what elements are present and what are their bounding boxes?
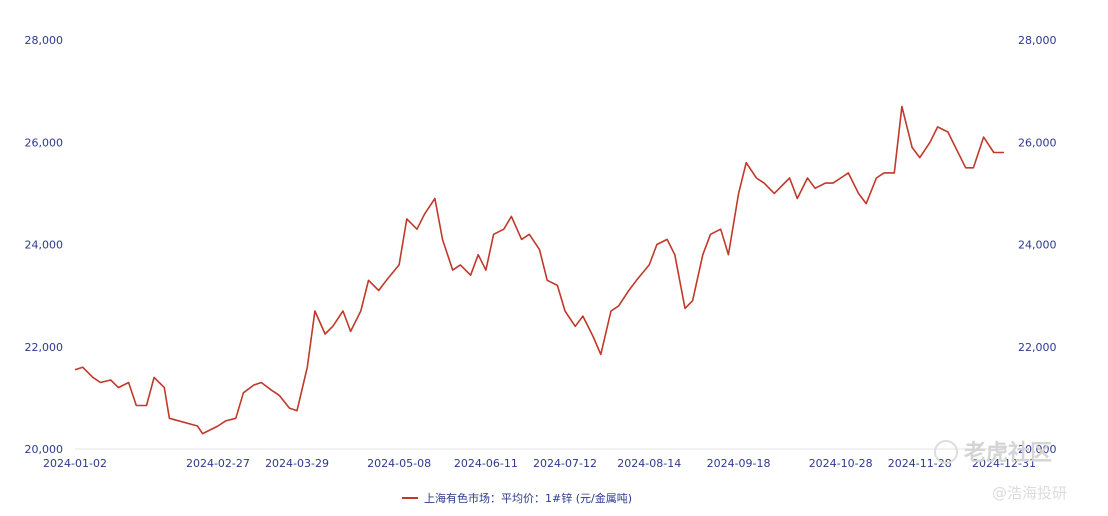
y-tick-label-right: 26,000 — [1018, 136, 1057, 149]
y-tick-label-right: 24,000 — [1018, 239, 1057, 252]
y-tick-label-left: 20,000 — [25, 443, 64, 456]
y-tick-label-right: 22,000 — [1018, 341, 1057, 354]
x-tick-label: 2024-08-14 — [617, 457, 681, 470]
y-tick-label-left: 28,000 — [25, 34, 64, 47]
x-tick-label: 2024-07-12 — [533, 457, 597, 470]
legend-label: 上海有色市场：平均价：1#锌 (元/金属吨) — [424, 491, 632, 505]
x-tick-label: 2024-03-29 — [265, 457, 329, 470]
x-tick-label: 2024-06-11 — [454, 457, 518, 470]
y-axis-right: 20,000 22,000 24,000 26,000 28,000 — [1018, 34, 1057, 456]
y-tick-label-left: 22,000 — [25, 341, 64, 354]
x-tick-label: 2024-10-28 — [809, 457, 873, 470]
x-tick-label: 2024-01-02 — [43, 457, 107, 470]
watermark-logo-icon — [934, 440, 958, 464]
y-tick-label-left: 24,000 — [25, 239, 64, 252]
legend: 上海有色市场：平均价：1#锌 (元/金属吨) — [402, 491, 632, 505]
y-axis-left: 20,000 22,000 24,000 26,000 28,000 — [25, 34, 64, 456]
x-tick-label: 2024-12-31 — [972, 457, 1036, 470]
watermark-sub: @浩海投研 — [992, 484, 1067, 502]
x-tick-label: 2024-02-27 — [186, 457, 250, 470]
x-tick-label: 2024-05-08 — [367, 457, 431, 470]
x-axis: 2024-01-02 2024-02-27 2024-03-29 2024-05-08… — [43, 457, 1036, 470]
x-tick-label: 2024-11-28 — [888, 457, 952, 470]
series-line-zinc-price — [74, 105, 1004, 435]
y-tick-label-right: 28,000 — [1018, 34, 1057, 47]
y-tick-label-left: 26,000 — [25, 136, 64, 149]
y-tick-label-right: 20,000 — [1018, 443, 1057, 456]
x-tick-label: 2024-09-18 — [707, 457, 771, 470]
watermark: 老虎社区 @浩海投研 — [934, 440, 1067, 502]
watermark-main: 老虎社区 — [963, 440, 1052, 466]
